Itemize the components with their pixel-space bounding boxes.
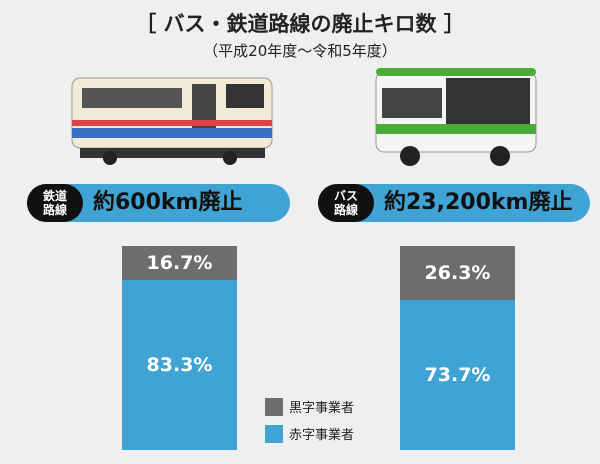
chart-title: ［ バス・鉄道路線の廃止キロ数 ］ [135, 12, 465, 36]
category-text: バス路線 [333, 189, 358, 217]
legend-label: 黒字事業者 [289, 401, 355, 416]
category-text: 鉄道路線 [42, 189, 67, 217]
legend-entry: 赤字事業者 [265, 424, 354, 443]
category-label: バス路線 [318, 184, 374, 222]
legend-swatch [265, 397, 283, 416]
vehicle-illustrations [71, 68, 537, 166]
category-badge: バス路線 約23,200km廃止 [318, 184, 590, 222]
legend-entry: 黒字事業者 [265, 397, 354, 416]
bar-segment: 26.3% [400, 246, 515, 300]
value-label: 26.3% [424, 261, 491, 284]
category-label: 鉄道路線 [27, 184, 83, 222]
bar-segment: 83.3% [122, 280, 237, 450]
value-label: 83.3% [146, 354, 213, 377]
bar-segment: 73.7% [400, 299, 515, 450]
category-badge: 鉄道路線 約600km廃止 [27, 184, 290, 222]
legend-label: 赤字事業者 [289, 428, 355, 443]
bar-segment: 16.7% [122, 246, 237, 281]
train-illustration [71, 77, 273, 165]
chart-subtitle: （平成20年度～令和5年度） [203, 42, 397, 60]
value-label: 16.7% [146, 252, 213, 275]
legend-swatch [265, 424, 283, 443]
value-label: 73.7% [424, 363, 491, 386]
headline: 約23,200km廃止 [384, 190, 573, 215]
bus-illustration [375, 68, 537, 166]
headline: 約600km廃止 [93, 190, 243, 215]
